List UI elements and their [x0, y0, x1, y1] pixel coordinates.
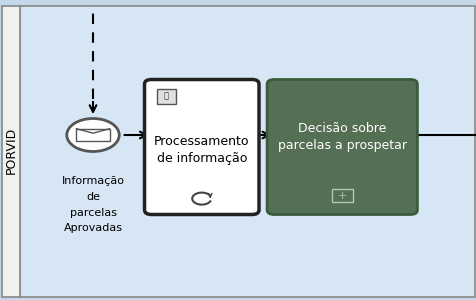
Text: Processamento
de informação: Processamento de informação	[154, 135, 249, 165]
FancyBboxPatch shape	[2, 6, 20, 297]
Text: Decisão sobre
parcelas a prospetar: Decisão sobre parcelas a prospetar	[277, 122, 406, 152]
FancyBboxPatch shape	[76, 129, 109, 141]
Text: 🖎: 🖎	[164, 92, 169, 101]
FancyBboxPatch shape	[144, 80, 258, 214]
Text: +: +	[337, 190, 346, 201]
Text: Informação: Informação	[61, 176, 124, 187]
Text: de: de	[86, 192, 100, 202]
Text: Aprovadas: Aprovadas	[63, 223, 122, 233]
FancyBboxPatch shape	[267, 80, 416, 214]
Text: parcelas: parcelas	[69, 208, 116, 218]
Circle shape	[67, 118, 119, 152]
FancyBboxPatch shape	[157, 89, 175, 103]
Text: PORVID: PORVID	[5, 126, 18, 174]
FancyBboxPatch shape	[20, 6, 474, 297]
